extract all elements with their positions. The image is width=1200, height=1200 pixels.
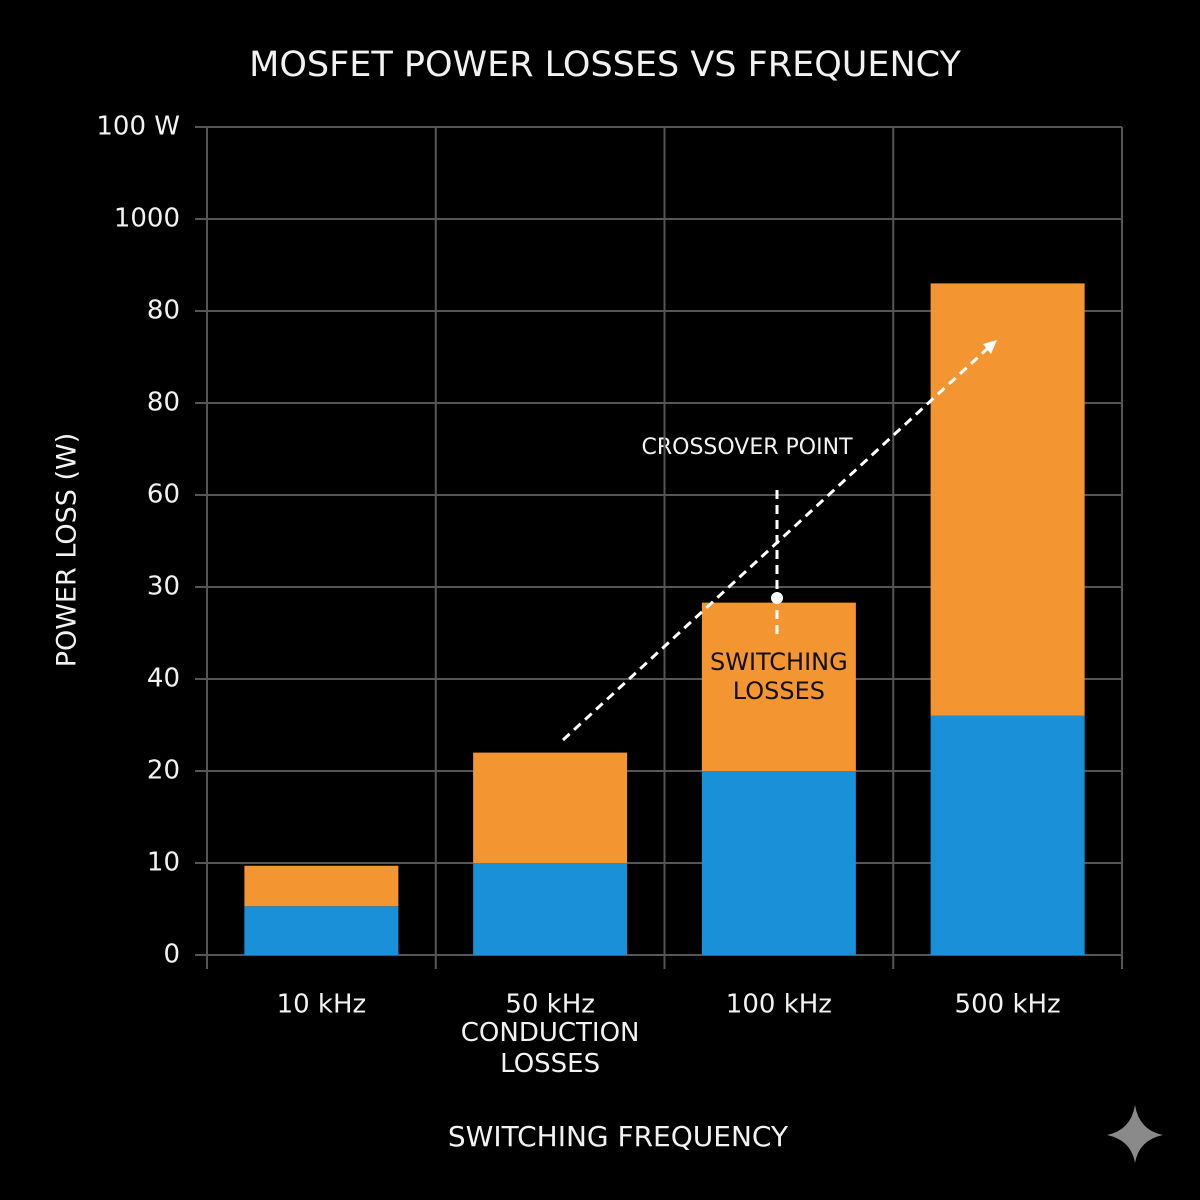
y-tick-label: 40 [147, 664, 180, 694]
y-tick-label: 80 [147, 388, 180, 418]
bar-segment [930, 715, 1085, 955]
series-label: SWITCHING LOSSES [710, 648, 848, 705]
y-tick-label: 60 [147, 480, 180, 510]
x-tick-label: 500 kHz [955, 990, 1061, 1020]
y-tick-label: 30 [147, 572, 180, 602]
bar-segment [473, 863, 628, 955]
y-tick-label: 10 [147, 848, 180, 878]
x-tick-label: 50 kHz [505, 990, 595, 1020]
x-tick-label: 10 kHz [277, 990, 367, 1020]
y-axis-title: POWER LOSS (W) [52, 433, 83, 668]
crossover-dot [771, 592, 783, 604]
y-tick-label: 0 [163, 940, 180, 970]
crossover-arrow [561, 346, 990, 742]
bar-segment [930, 283, 1085, 716]
series-label: CONDUCTION LOSSES [460, 1018, 640, 1080]
bar-segment [244, 906, 399, 955]
arrow-head [983, 340, 997, 354]
y-tick-label: 100 W [96, 112, 180, 142]
bar-segment [244, 865, 399, 907]
sparkle-icon [1107, 1105, 1163, 1163]
bar-segment [701, 771, 856, 955]
bar-segment [473, 752, 628, 863]
bar-segment [701, 602, 856, 771]
y-tick-label: 20 [147, 756, 180, 786]
chart-title: MOSFET POWER LOSSES VS FREQUENCY [249, 45, 961, 85]
x-axis-title: SWITCHING FREQUENCY [448, 1120, 789, 1153]
annotation: CROSSOVER POINT [641, 435, 853, 460]
y-tick-label: 80 [147, 296, 180, 326]
x-tick-label: 100 kHz [726, 990, 832, 1020]
y-tick-label: 1000 [114, 204, 180, 234]
